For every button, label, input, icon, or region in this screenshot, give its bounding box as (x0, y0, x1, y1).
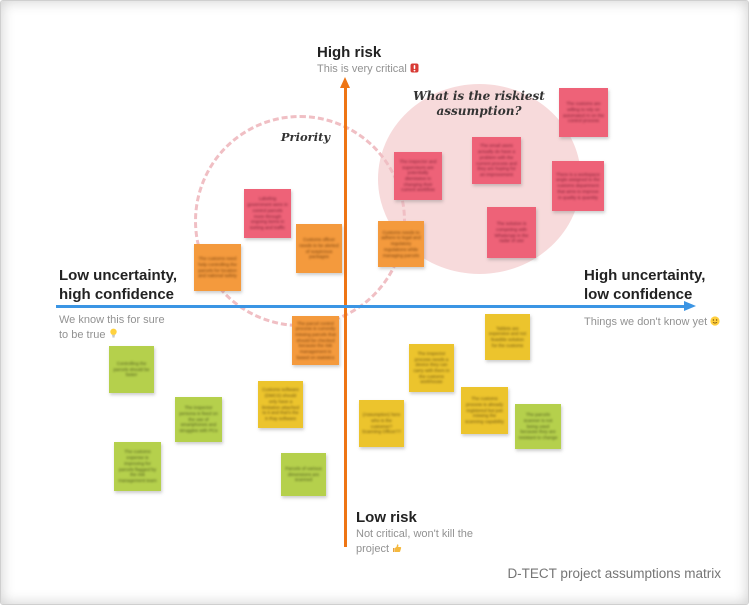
sticky-note-text: Labeling government were in control parc… (247, 196, 288, 230)
sticky-note-text: The customs expense is improving for par… (118, 449, 157, 483)
sticky-note-text: The parcels scanner is not being used be… (518, 412, 558, 441)
low-risk-subtitle-line1: Not critical, won't kill the (356, 528, 474, 540)
horizontal-axis-line (56, 305, 685, 308)
sticky-note-text: The email users actually do have a probl… (476, 143, 517, 177)
sticky-note-text: The customs are willing to rely on autom… (562, 101, 605, 124)
sticky-note-text: Controlling the parcels should be faster (113, 360, 150, 378)
sticky-note-text: The parcel control process is currently … (295, 320, 336, 360)
sticky-note-text: The customs process is already registere… (465, 396, 504, 425)
sticky-note-text: Customs officer needs to be alerted of s… (299, 237, 339, 260)
left-sublabel-line2: to be true (59, 328, 229, 344)
sticky-note-orange-2[interactable]: The customs need help controlling the pa… (194, 244, 241, 291)
sticky-note-text: Parcels of various dimensions are scanne… (285, 465, 322, 483)
sticky-note-yellow-4[interactable]: (Assumption) here who is the customer? S… (359, 400, 404, 447)
sticky-note-text: (Assumption) here who is the customer? S… (362, 412, 401, 435)
sticky-note-red-6[interactable]: Labeling government were in control parc… (244, 189, 291, 238)
high-uncertainty-title-line2: low confidence (584, 286, 693, 303)
critical-red-square-icon (410, 63, 419, 78)
high-risk-subtitle: This is very critical (317, 62, 419, 78)
riskiest-question-line2: assumption? (436, 104, 522, 118)
sticky-note-text: The customs need help controlling the pa… (198, 256, 237, 279)
sticky-note-green-1[interactable]: Controlling the parcels should be faster (109, 346, 154, 393)
sticky-note-text: The inspector and supervisors are potent… (399, 158, 437, 193)
axis-label-top: High risk This is very critical (317, 43, 419, 78)
high-uncertainty-title: High uncertainty, low confidence (584, 266, 744, 304)
axis-label-left: Low uncertainty, high confidence (59, 266, 229, 304)
vertical-axis-arrowhead-icon (340, 77, 350, 88)
sticky-note-green-5[interactable]: The parcels scanner is not being used be… (515, 404, 561, 449)
sticky-note-orange-4[interactable]: The parcel control process is currently … (292, 316, 339, 365)
sticky-note-red-2[interactable]: The email users actually do have a probl… (472, 137, 521, 184)
sticky-note-yellow-3[interactable]: The customs process is already registere… (461, 387, 508, 434)
sticky-note-yellow-2[interactable]: The inspector process needs a device the… (409, 344, 454, 392)
low-risk-subtitle-line2: project (356, 542, 473, 558)
smiley-icon (710, 316, 720, 331)
sticky-note-yellow-5[interactable]: Customs software (DMCS) should only have… (258, 381, 303, 428)
horizontal-axis-arrowhead-icon (684, 301, 696, 311)
thumbs-up-icon (392, 543, 402, 558)
sticky-note-orange-1[interactable]: Customs officer needs to be alerted of s… (296, 224, 342, 273)
riskiest-assumption-question: What is the riskiest assumption? (399, 89, 559, 119)
sticky-note-orange-3[interactable]: Customs needs to adhere to legal and reg… (378, 221, 424, 267)
sticky-note-text: Customs needs to adhere to legal and reg… (381, 229, 421, 258)
sticky-note-green-4[interactable]: Parcels of various dimensions are scanne… (281, 453, 326, 496)
sticky-note-red-3[interactable]: The inspector and supervisors are potent… (394, 152, 442, 200)
axis-sublabel-right: Things we don't know yet (584, 315, 748, 331)
riskiest-question-line1: What is the riskiest (413, 89, 545, 103)
sticky-note-text: There is a workspace angle assigned to t… (556, 171, 600, 200)
sticky-note-green-3[interactable]: The customs expense is improving for par… (114, 442, 161, 491)
low-uncertainty-title-line1: Low uncertainty, (59, 267, 178, 284)
sticky-note-text: Tablets are expensive and not feasible s… (488, 325, 527, 348)
left-sublabel-line2-text: to be true (59, 329, 106, 341)
low-uncertainty-title-line2: high confidence (59, 286, 175, 303)
axis-label-bottom: Low risk Not critical, won't kill the pr… (356, 508, 473, 558)
priority-label: Priority (280, 130, 331, 144)
axis-label-right: High uncertainty, low confidence (584, 266, 744, 304)
right-sublabel-text: Things we don't know yet (584, 316, 708, 328)
low-risk-title: Low risk (356, 509, 417, 526)
vertical-axis-line (344, 87, 347, 547)
high-risk-title: High risk (317, 44, 382, 61)
low-uncertainty-title: Low uncertainty, high confidence (59, 266, 229, 304)
lightbulb-icon (109, 328, 118, 344)
axis-sublabel-left: We know this for sure to be true (59, 313, 229, 344)
left-sublabel-line1: We know this for sure (59, 314, 165, 326)
sticky-note-red-1[interactable]: The customs are willing to rely on autom… (559, 88, 608, 137)
sticky-note-text: Customs software (DMCS) should only have… (261, 387, 300, 421)
sticky-note-text: The inspector process needs a device the… (413, 350, 450, 385)
low-risk-subtitle-line2-text: project (356, 543, 390, 555)
board-title: D-TECT project assumptions matrix (507, 566, 721, 581)
low-risk-subtitle: Not critical, won't kill the project (356, 527, 473, 558)
sticky-note-red-4[interactable]: There is a workspace angle assigned to t… (552, 161, 604, 211)
high-uncertainty-title-line1: High uncertainty, (584, 267, 706, 284)
high-risk-subtitle-text: This is very critical (317, 63, 407, 75)
sticky-note-text: The solution is competing with WhatsApp … (494, 221, 529, 244)
sticky-note-yellow-1[interactable]: Tablets are expensive and not feasible s… (485, 314, 530, 360)
sticky-note-text: The inspector persona is fixed on the us… (179, 405, 218, 434)
sticky-note-green-2[interactable]: The inspector persona is fixed on the us… (175, 397, 222, 442)
sticky-note-red-5[interactable]: The solution is competing with WhatsApp … (487, 207, 536, 258)
